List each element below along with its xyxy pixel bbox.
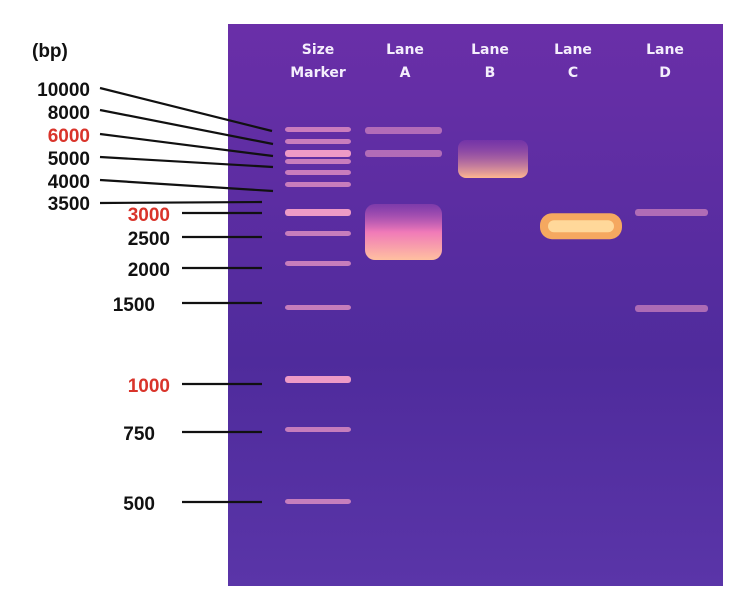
lane-B-label-line1: Lane (471, 42, 509, 58)
marker-band-750 (285, 427, 351, 432)
lane-A-label-line1: Lane (386, 42, 424, 58)
lane-A-band-6000 (365, 150, 442, 157)
marker-band-2500 (285, 231, 351, 236)
pointer-line-10000 (99, 86, 273, 133)
marker-band-6000 (285, 150, 351, 157)
lane-C-band-2700-core (548, 220, 614, 233)
ladder-label-4000: 4000 (48, 172, 90, 193)
ladder-label-1000: 1000 (128, 376, 170, 397)
ladder-label-5000: 5000 (48, 149, 90, 170)
gel-bands (285, 127, 708, 504)
pointer-line-8000 (99, 108, 274, 146)
ladder-label-10000: 10000 (37, 80, 90, 101)
marker-band-5000 (285, 159, 351, 164)
ladder-pointer-lines (99, 86, 274, 504)
ladder-label-3500: 3500 (48, 194, 90, 215)
ladder-label-1500: 1500 (113, 295, 155, 316)
pointer-line-6000 (99, 132, 274, 158)
pointer-line-3500 (99, 200, 263, 205)
marker-band-8000 (285, 139, 351, 144)
ladder-label-750: 750 (123, 424, 155, 445)
lane-A-label-line2: A (400, 65, 411, 81)
lane-D-label-line1: Lane (646, 42, 684, 58)
ladder-label-6000: 6000 (48, 126, 90, 147)
lane-A-band-10000 (365, 127, 442, 134)
lane-D-band-1500 (635, 305, 708, 312)
marker-title-line2: Marker (290, 65, 346, 81)
marker-title-line1: Size (302, 42, 335, 58)
pointer-line-5000 (99, 155, 274, 169)
lane-B-band-5000 (458, 140, 528, 178)
lane-B-label-line2: B (485, 65, 496, 81)
marker-band-1500 (285, 305, 351, 310)
marker-band-500 (285, 499, 351, 504)
marker-band-3000 (285, 209, 351, 216)
ladder-label-3000: 3000 (128, 205, 170, 226)
ladder-label-2500: 2500 (128, 229, 170, 250)
ladder-label-500: 500 (123, 494, 155, 515)
marker-band-3500 (285, 182, 351, 187)
marker-band-1000 (285, 376, 351, 383)
marker-band-2000 (285, 261, 351, 266)
lane-D-label-line2: D (659, 65, 671, 81)
lane-C-label-line1: Lane (554, 42, 592, 58)
lane-A-band-2500 (365, 204, 442, 260)
pointer-line-4000 (99, 178, 274, 193)
lane-C-label-line2: C (568, 65, 578, 81)
lane-D-band-3000 (635, 209, 708, 216)
marker-band-10000 (285, 127, 351, 132)
ladder-label-8000: 8000 (48, 103, 90, 124)
unit-label: (bp) (32, 41, 68, 62)
ladder-label-2000: 2000 (128, 260, 170, 281)
marker-band-4000 (285, 170, 351, 175)
